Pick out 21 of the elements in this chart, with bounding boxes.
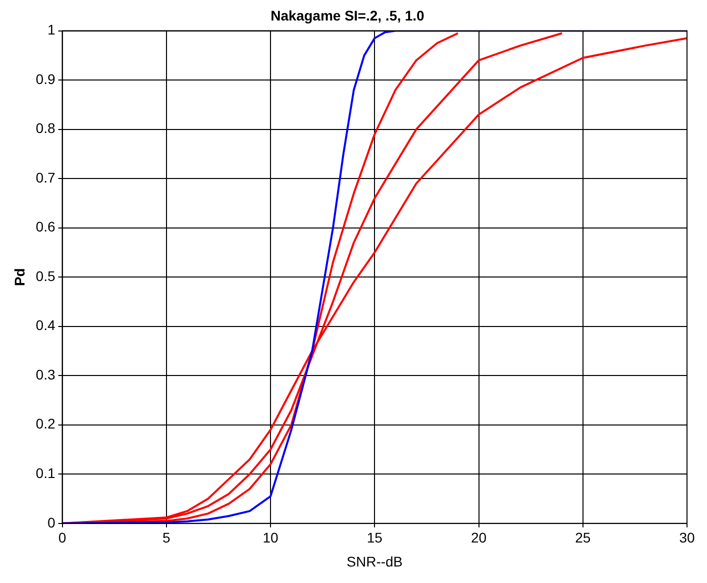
y-tick-label: 0.8: [36, 120, 56, 136]
chart-title: Nakagame SI=.2, .5, 1.0: [270, 7, 425, 24]
y-tick-label: 0: [47, 514, 56, 530]
x-tick-label: 30: [679, 530, 695, 546]
x-tick-label: 10: [262, 530, 279, 546]
x-tick-label: 5: [162, 530, 170, 546]
y-tick-label: 0.1: [36, 465, 56, 481]
y-tick-label: 0.4: [36, 317, 56, 334]
x-tick-label: 20: [470, 530, 487, 546]
y-tick-label: 0.5: [36, 268, 56, 284]
y-tick-label: 0.3: [36, 366, 56, 382]
x-tick-label: 15: [366, 530, 383, 546]
y-axis-title: Pd: [11, 268, 28, 286]
x-tick-label: 25: [575, 530, 591, 546]
y-tick-label: 0.9: [36, 70, 56, 87]
x-tick-label: 0: [58, 530, 66, 546]
x-axis-title: SNR--dB: [346, 553, 403, 570]
y-tick-label: 0.6: [36, 218, 56, 235]
y-tick-label: 0.7: [36, 169, 56, 186]
y-tick-label: 1: [47, 22, 56, 38]
y-tick-label: 0.2: [36, 416, 56, 432]
